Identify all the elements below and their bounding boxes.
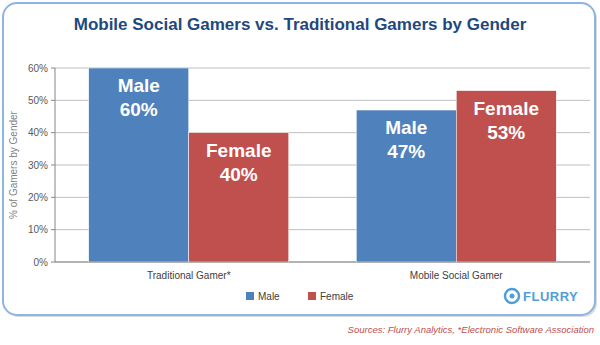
legend-swatch: [308, 292, 316, 300]
bar: [356, 110, 456, 262]
tick-mark: [51, 197, 55, 198]
bar: [89, 68, 189, 262]
y-axis-label: % of Gamers by Gender: [8, 110, 19, 218]
legend-label: Female: [320, 291, 354, 302]
data-label: 40%: [220, 164, 258, 185]
logo: FLURRY: [505, 289, 578, 304]
logo-text: FLURRY: [523, 289, 578, 304]
tick-label: 60%: [28, 63, 48, 74]
legend-label: Male: [258, 291, 280, 302]
data-label-name: Male: [118, 75, 160, 96]
frame: [3, 3, 595, 315]
data-label-name: Male: [385, 117, 427, 138]
source-note: Sources: Flurry Analytics, *Electronic S…: [348, 324, 594, 335]
category-label: Mobile Social Gamer: [410, 270, 503, 281]
bar: [456, 91, 556, 262]
tick-mark: [51, 100, 55, 101]
tick-label: 10%: [28, 224, 48, 235]
data-label: 60%: [120, 99, 158, 120]
data-label-name: Female: [474, 98, 539, 119]
tick-mark: [51, 229, 55, 230]
tick-mark: [51, 132, 55, 133]
tick-label: 30%: [28, 160, 48, 171]
legend-swatch: [246, 292, 254, 300]
tick-mark: [51, 262, 55, 263]
tick-label: 40%: [28, 127, 48, 138]
category-label: Traditional Gamer*: [147, 270, 231, 281]
data-labels: Male 60% Female 40% Male 47% Female 53%: [118, 75, 539, 185]
bars: [89, 68, 557, 262]
tick-label: 50%: [28, 95, 48, 106]
tick-label: 20%: [28, 192, 48, 203]
tick-label: 0%: [34, 257, 49, 268]
y-axis: [55, 68, 56, 262]
data-label: 53%: [487, 122, 525, 143]
logo-icon: [505, 289, 519, 303]
bar: [189, 133, 289, 262]
tick-mark: [51, 68, 55, 69]
data-label: 47%: [387, 141, 425, 162]
chart: Mobile Social Gamers vs. Traditional Gam…: [0, 0, 600, 345]
logo-icon-dot: [510, 294, 515, 299]
data-label-name: Female: [206, 140, 271, 161]
tick-mark: [51, 165, 55, 166]
title: Mobile Social Gamers vs. Traditional Gam…: [74, 15, 527, 34]
